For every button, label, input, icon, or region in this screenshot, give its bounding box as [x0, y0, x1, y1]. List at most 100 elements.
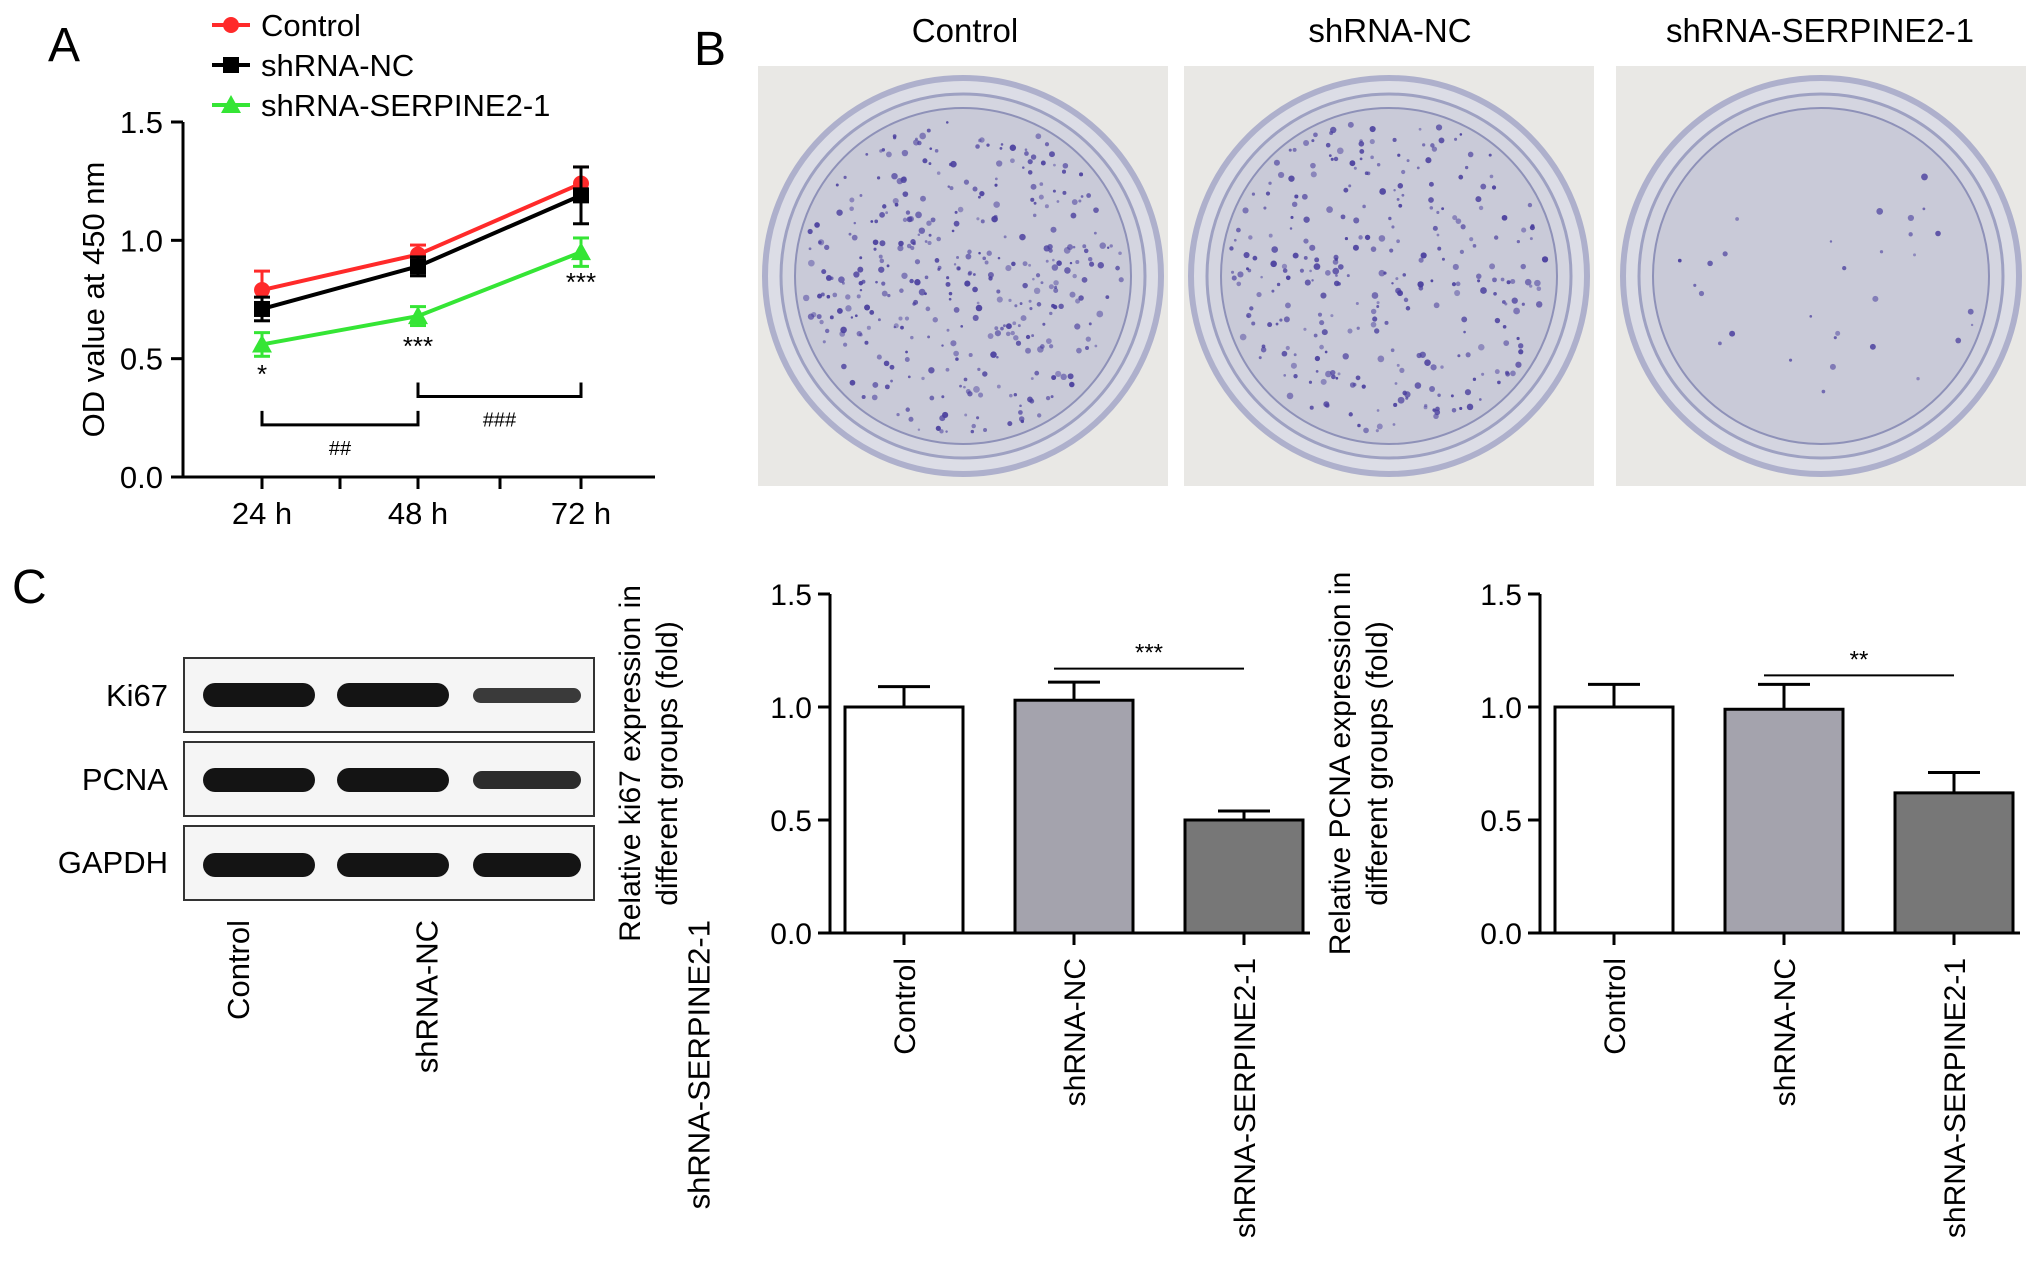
colony: [1821, 389, 1826, 394]
colony: [1078, 199, 1082, 203]
colony: [1352, 244, 1359, 251]
colony: [1328, 154, 1332, 157]
colony: [1294, 194, 1299, 199]
colony: [1392, 423, 1396, 426]
colony: [1359, 157, 1363, 161]
colony: [1018, 410, 1023, 415]
colony: [1292, 252, 1299, 259]
legend-label: shRNA-NC: [261, 48, 414, 83]
legend-entry: shRNA-NC: [212, 48, 414, 83]
colony: [848, 232, 852, 236]
colony: [1285, 302, 1291, 309]
colony: [1530, 224, 1535, 228]
colony: [1330, 126, 1337, 134]
y-tick-label: 0.5: [1480, 805, 1522, 838]
colony: [1009, 393, 1013, 398]
colony: [1048, 284, 1054, 290]
colony: [896, 413, 900, 417]
colony: [1430, 143, 1435, 148]
colony: [1370, 321, 1377, 328]
colony: [1045, 338, 1052, 344]
colony: [1034, 370, 1040, 376]
colony: [1436, 210, 1440, 215]
colony: [1003, 235, 1007, 239]
series-1: [254, 165, 589, 323]
colony: [1494, 317, 1501, 324]
colony: [1013, 393, 1018, 397]
colony: [993, 201, 1000, 208]
colony: [1480, 287, 1487, 294]
colony: [1288, 148, 1292, 152]
colony: [1049, 311, 1053, 316]
colony: [1394, 382, 1398, 385]
colony: [1343, 187, 1349, 193]
colony: [1039, 182, 1044, 186]
colony: [1027, 159, 1033, 165]
colony: [915, 211, 922, 219]
colony: [978, 392, 984, 398]
colony: [1389, 248, 1394, 253]
colony-group: [1229, 121, 1549, 434]
colony: [1248, 235, 1253, 240]
colony: [870, 220, 874, 223]
colony: [1005, 323, 1012, 330]
colony: [1056, 260, 1062, 266]
colony: [899, 288, 904, 293]
pcna-bar-2: [1893, 791, 2015, 935]
colony: [1809, 315, 1813, 318]
colony: [990, 351, 997, 358]
x-tick-label: 72 h: [551, 496, 611, 531]
band-ki67-shrna-nc: [337, 683, 449, 707]
colony: [1067, 373, 1074, 380]
blot-label-ki67: Ki67: [105, 678, 168, 713]
dish-floor: [1220, 107, 1558, 445]
colony: [1040, 160, 1046, 166]
colony: [1064, 267, 1071, 274]
colony: [1069, 291, 1076, 298]
band-ki67-control: [203, 683, 315, 707]
colony: [1045, 395, 1051, 401]
colony: [850, 316, 854, 319]
colony: [1051, 375, 1057, 381]
colony: [953, 350, 959, 357]
colony: [1503, 340, 1510, 346]
colony: [975, 144, 980, 149]
colony: [1476, 273, 1482, 280]
blot-label-gapdh: GAPDH: [57, 845, 168, 880]
y-tick-label: 0.0: [770, 918, 812, 951]
colony: [1118, 277, 1124, 283]
colony: [1291, 201, 1298, 208]
band-gapdh-shrna-serpine2: [473, 853, 581, 877]
colony: [953, 307, 960, 313]
colony: [1521, 227, 1527, 233]
colony: [886, 264, 890, 268]
colony: [878, 254, 883, 259]
colony: [1401, 193, 1405, 197]
colony: [976, 301, 980, 305]
colony: [928, 162, 932, 166]
colony: [1455, 218, 1462, 225]
colony: [1391, 225, 1395, 229]
colony: [1516, 336, 1520, 341]
colony: [1288, 175, 1295, 182]
colony: [1265, 191, 1271, 196]
colony: [1334, 257, 1338, 261]
colony: [1074, 323, 1081, 330]
colony: [1451, 282, 1457, 287]
colony: [1423, 405, 1428, 410]
colony: [1020, 315, 1027, 322]
colony: [1454, 290, 1461, 297]
colony: [894, 202, 899, 207]
colony: [918, 227, 926, 234]
colony: [1029, 307, 1033, 311]
colony: [1283, 316, 1290, 323]
colony: [1311, 279, 1314, 282]
colony: [1370, 308, 1377, 315]
colony: [861, 279, 866, 284]
colony: [963, 385, 966, 389]
colony: [1908, 232, 1913, 237]
legend-marker: [223, 57, 239, 73]
colony: [835, 183, 839, 187]
colony: [1506, 280, 1511, 285]
colony: [1330, 314, 1334, 318]
